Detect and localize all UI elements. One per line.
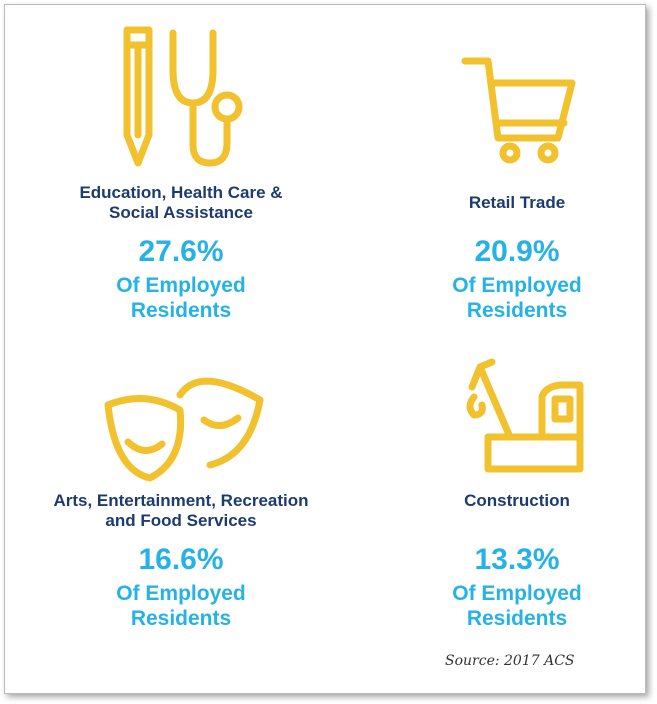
icon-cart xyxy=(461,57,576,164)
icon-masks xyxy=(104,377,264,482)
label: Arts, Entertainment, Recreation xyxy=(53,491,309,510)
note: Of Employed xyxy=(116,582,246,605)
icon-construction xyxy=(466,358,584,473)
source: Source: 2017 ACS xyxy=(445,653,575,669)
label: and Food Services xyxy=(105,511,257,530)
icon-health xyxy=(123,26,243,167)
label: Social Assistance xyxy=(109,203,253,222)
note: Of Employed xyxy=(452,582,582,605)
note: Residents xyxy=(130,607,232,630)
label: Education, Health Care & xyxy=(79,183,283,202)
label: Construction xyxy=(464,491,570,510)
note: Of Employed xyxy=(116,274,246,297)
note: Residents xyxy=(130,299,232,322)
percent: 27.6% xyxy=(138,235,224,268)
note: Of Employed xyxy=(452,274,582,297)
note: Residents xyxy=(466,607,568,630)
stat-block: Retail Trade 20.9% Of Employed Residents xyxy=(347,193,657,323)
stat-block: Education, Health Care & Social Assistanc… xyxy=(11,183,351,323)
percent: 20.9% xyxy=(474,235,560,268)
stat-block: Arts, Entertainment, Recreation and Food … xyxy=(11,491,351,631)
percent: 16.6% xyxy=(138,543,224,576)
note: Residents xyxy=(466,299,568,322)
infographic: Education, Health Care & Social Assistanc… xyxy=(4,4,646,694)
stat-block: Construction 13.3% Of Employed Residents xyxy=(347,491,657,631)
percent: 13.3% xyxy=(474,543,560,576)
label: Retail Trade xyxy=(468,193,566,212)
